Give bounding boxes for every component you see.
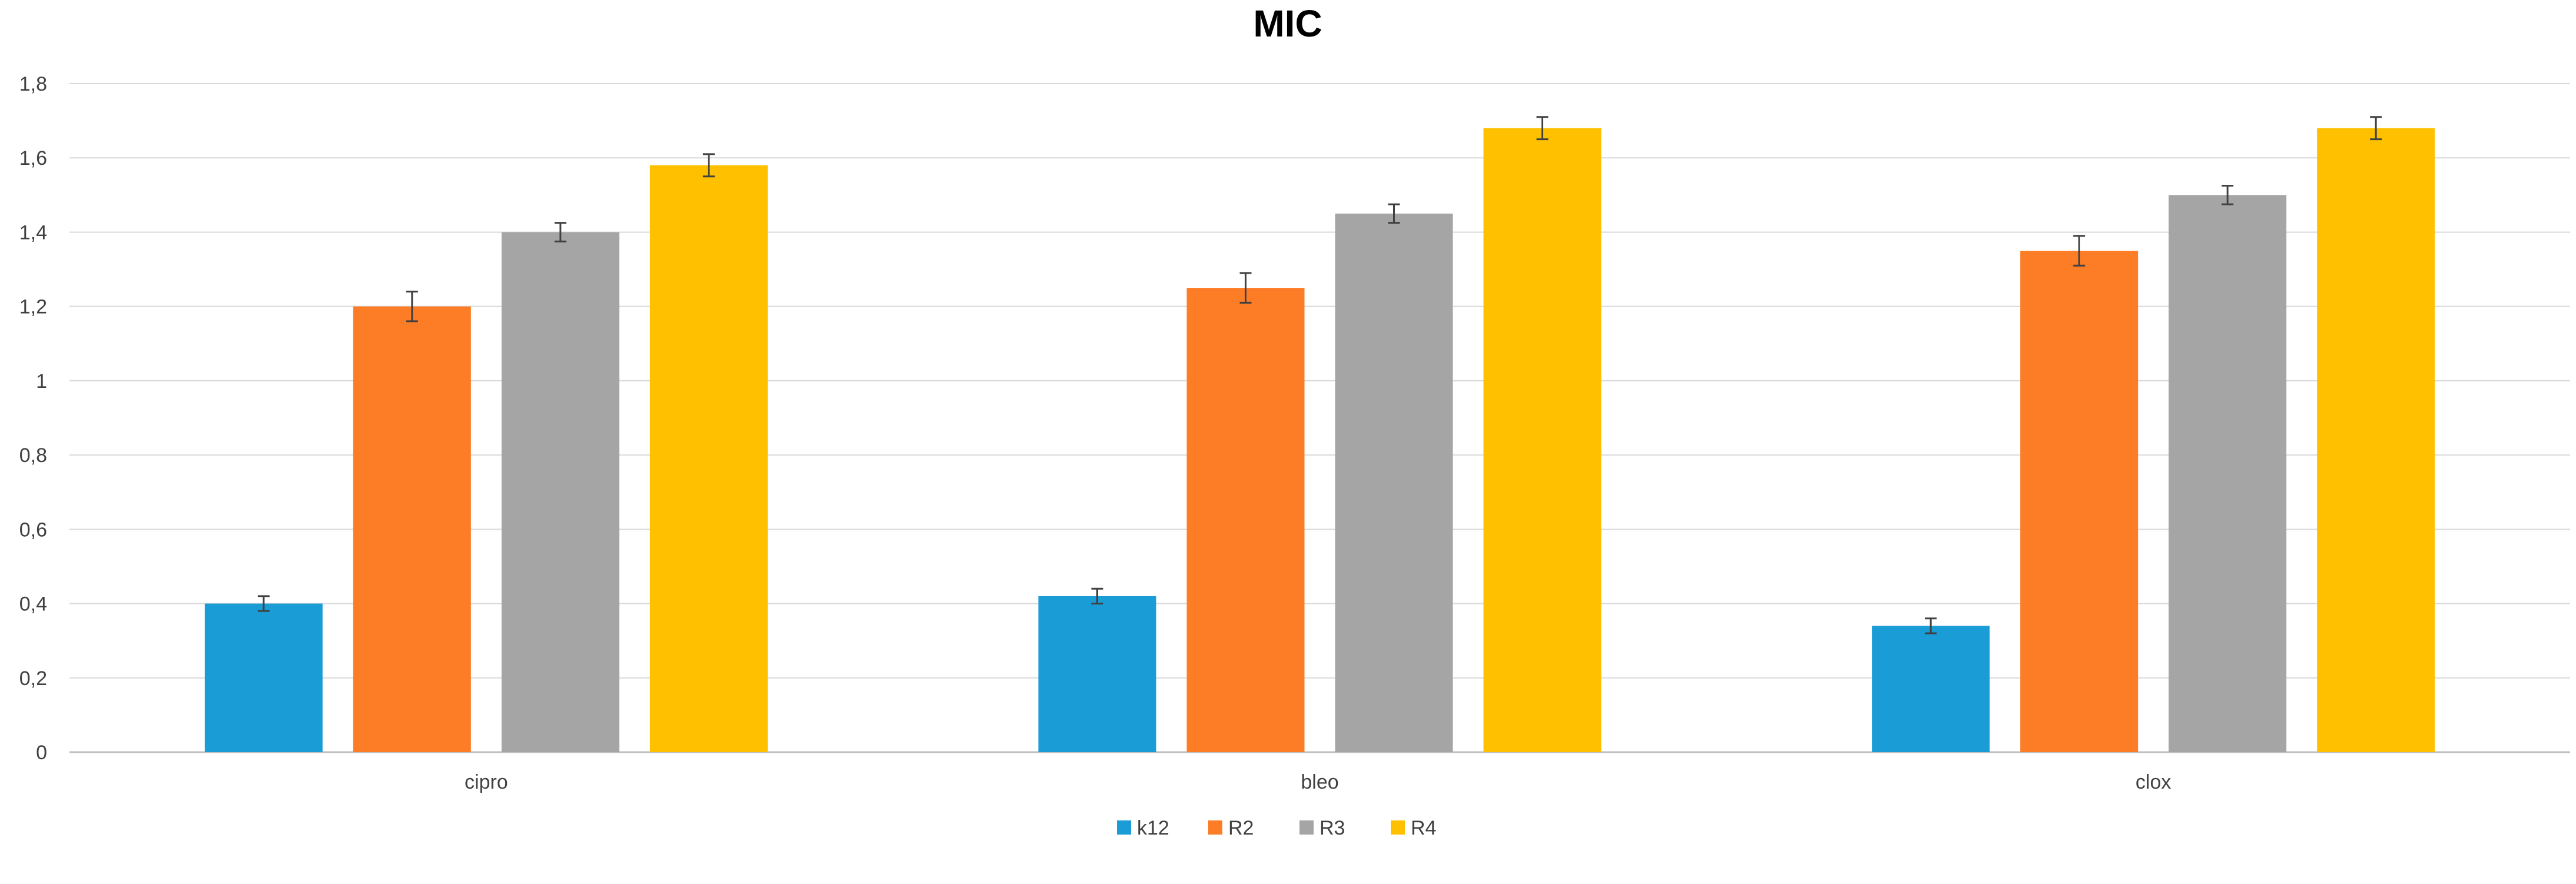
error-bar-k12-clox [1925,617,1937,634]
y-axis: 0 0,2 0,4 0,6 0,8 1 1,2 1,4 1,6 1,8 [19,73,47,764]
error-bar-R4-cipro [702,153,715,178]
legend-item-k12: k12 [1117,817,1169,839]
error-bar-k12-bleo [1091,587,1103,605]
legend-swatch [1299,820,1314,835]
bars [204,128,2435,753]
category-label: cipro [465,771,508,793]
legend-swatch [1391,820,1405,835]
legend-label: R4 [1411,817,1436,839]
y-tick-label: 0,2 [19,667,47,690]
bar-R4-clox [2317,128,2435,752]
bar-R4-bleo [1483,128,1602,752]
y-tick-label: 0,6 [19,519,47,541]
category-label: clox [2136,771,2171,793]
y-tick-label: 1,4 [19,221,47,244]
bar-k12-cipro [204,603,323,752]
y-tick-label: 0,8 [19,444,47,467]
error-bar-k12-cipro [257,595,270,612]
y-tick-label: 1,6 [19,147,47,170]
category-label: bleo [1301,771,1338,793]
bar-k12-clox [1872,626,1990,752]
error-bar-R3-bleo [1388,203,1400,224]
legend-label: k12 [1137,817,1169,839]
legend-item-R2: R2 [1208,817,1254,839]
error-bar-R4-clox [2370,116,2382,141]
error-bar-R4-bleo [1536,116,1549,141]
bar-R3-bleo [1335,213,1453,752]
legend-swatch [1117,820,1131,835]
bar-R2-cipro [353,306,471,752]
gridlines [69,83,2570,753]
error-bars [257,116,2382,634]
y-tick-label: 0,4 [19,593,47,616]
bar-R3-cipro [501,232,619,752]
error-bar-R2-cipro [406,290,418,323]
y-tick-label: 1,8 [19,73,47,95]
legend-label: R3 [1320,817,1345,839]
y-tick-label: 1 [36,370,47,393]
error-bar-R2-bleo [1239,272,1252,304]
error-bar-R2-clox [2073,235,2086,267]
legend-item-R4: R4 [1391,817,1436,839]
error-bar-R3-clox [2222,185,2234,205]
legend-item-R3: R3 [1299,817,1345,839]
error-bar-R3-cipro [554,222,566,242]
y-tick-label: 0 [36,742,47,764]
chart-title: MIC [1253,2,1322,45]
legend-label: R2 [1228,817,1254,839]
x-axis: cipro bleo clox [465,771,2171,793]
bar-R4-cipro [649,165,768,752]
bar-R2-clox [2020,251,2139,752]
legend: k12 R2 R3 R4 [1117,817,1436,839]
bar-k12-bleo [1038,596,1156,752]
bar-R2-bleo [1186,288,1305,753]
bar-R3-clox [2169,195,2287,752]
legend-swatch [1208,820,1222,835]
y-tick-label: 1,2 [19,296,47,318]
